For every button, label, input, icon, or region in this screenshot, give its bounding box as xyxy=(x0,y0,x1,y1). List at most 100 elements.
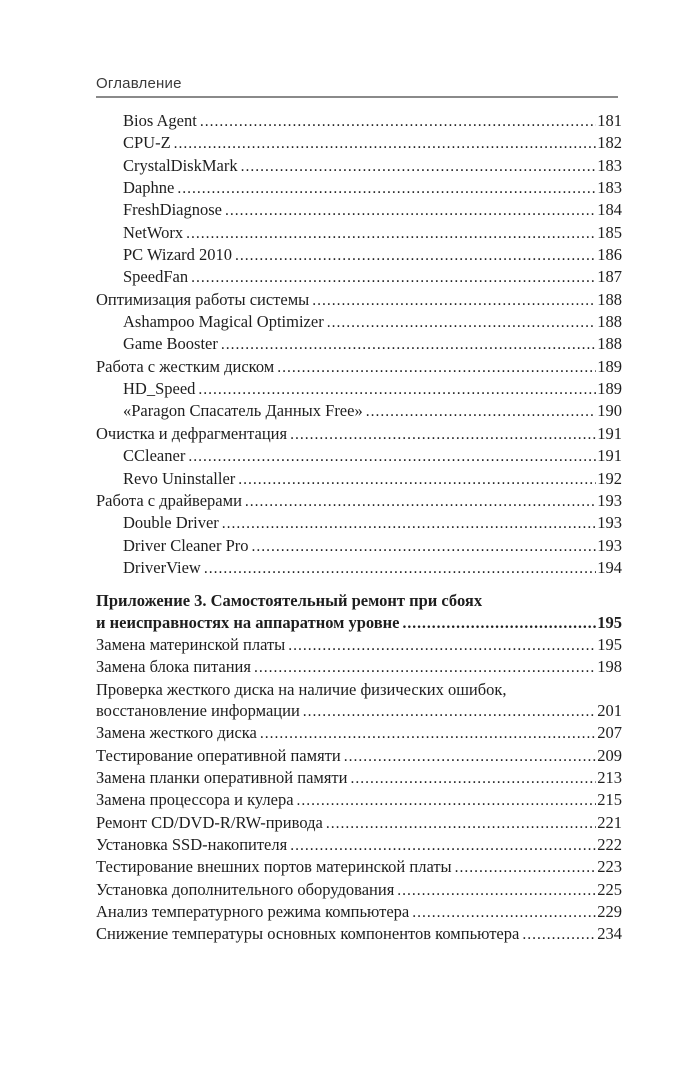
dot-leader xyxy=(287,423,596,445)
dot-leader xyxy=(285,634,596,656)
toc-entry: PC Wizard 2010 186 xyxy=(96,244,622,266)
toc-entry-page: 234 xyxy=(597,924,622,944)
toc-entry: Daphne 183 xyxy=(96,177,622,199)
toc-entry-page: 189 xyxy=(597,356,622,376)
toc-entry-title: Оптимизация работы системы xyxy=(96,289,310,309)
dot-leader xyxy=(235,468,596,490)
dot-leader xyxy=(323,812,596,834)
toc-entry: Оптимизация работы системы 188 xyxy=(96,289,622,311)
dot-leader xyxy=(242,490,596,512)
dot-leader xyxy=(197,110,596,132)
toc-entry-page: 223 xyxy=(597,857,622,877)
toc-entry-page: 207 xyxy=(597,723,622,743)
toc-entry-page: 189 xyxy=(597,379,622,399)
toc-entry-title: Ремонт CD/DVD-R/RW-привода xyxy=(96,812,323,832)
dot-leader xyxy=(274,356,596,378)
toc-entry-page: 215 xyxy=(597,790,622,810)
toc-entry-title: Driver Cleaner Pro xyxy=(123,535,249,555)
toc-entry: HD_Speed 189 xyxy=(96,378,622,400)
toc-entry-title: PC Wizard 2010 xyxy=(123,245,233,265)
dot-leader xyxy=(195,378,596,400)
toc-entry: Очистка и дефрагментация 191 xyxy=(96,423,622,445)
dot-leader xyxy=(232,244,596,266)
toc-entry: Тестирование оперативной памяти 209 xyxy=(96,745,622,767)
toc-entry: Приложение 3. Самостоятельный ремонт при… xyxy=(96,590,622,611)
toc-entry: DriverView 194 xyxy=(96,557,622,579)
dot-leader xyxy=(341,745,597,767)
toc-entry: CPU-Z 182 xyxy=(96,132,622,154)
toc-entry-title: HD_Speed xyxy=(123,379,196,399)
toc-entry: SpeedFan 187 xyxy=(96,266,622,288)
toc-entry-page: 201 xyxy=(597,700,622,720)
toc-entry: CCleaner 191 xyxy=(96,445,622,467)
page-header-title: Оглавление xyxy=(96,75,182,92)
dot-leader xyxy=(171,132,597,154)
toc-entry-page: 213 xyxy=(597,767,622,787)
toc-entry: Анализ температурного режима компьютера … xyxy=(96,901,622,923)
toc-entry: Driver Cleaner Pro 193 xyxy=(96,535,622,557)
toc-entry-title: Установка дополнительного оборудования xyxy=(96,879,395,899)
toc-entry-title: Установка SSD-накопителя xyxy=(96,835,288,854)
dot-leader xyxy=(409,901,596,923)
toc-entry-page: 191 xyxy=(597,446,622,466)
toc-entry-page: 193 xyxy=(597,535,622,555)
toc-entry: Снижение температуры основных компоненто… xyxy=(96,923,622,945)
toc-entry-title: Замена планки оперативной памяти xyxy=(96,767,348,787)
dot-leader xyxy=(219,512,596,534)
dot-leader xyxy=(394,879,596,901)
header-rule-divider xyxy=(96,96,618,98)
toc-entry-title: Game Booster xyxy=(123,334,218,354)
toc-entry: Ремонт CD/DVD-R/RW-привода 221 xyxy=(96,812,622,834)
toc-entry-title: Замена материнской платы xyxy=(96,634,286,654)
dot-leader xyxy=(347,767,596,789)
toc-entry-page: 190 xyxy=(597,401,622,421)
toc-entry-title: Замена блока питания xyxy=(96,657,251,677)
dot-leader xyxy=(251,656,596,678)
toc-entry: Работа с драйверами 193 xyxy=(96,490,622,512)
toc-entry-title: NetWorx xyxy=(123,222,184,242)
toc-entry-title: DriverView xyxy=(123,557,201,577)
toc-entry-page: 222 xyxy=(597,835,622,854)
dot-leader xyxy=(185,445,596,467)
toc-entry: Замена жесткого диска 207 xyxy=(96,722,622,744)
dot-leader xyxy=(400,612,597,634)
toc-entry-title: Приложение 3. Самостоятельный ремонт при… xyxy=(96,591,483,611)
dot-leader xyxy=(249,535,597,557)
toc-entry-page: 194 xyxy=(597,557,622,577)
toc-entry-page: 186 xyxy=(597,245,622,265)
toc-entry: Double Driver 193 xyxy=(96,512,622,534)
toc-entry: FreshDiagnose 184 xyxy=(96,199,622,221)
toc-list: Bios Agent 181 CPU-Z 182 CrystalDiskMark… xyxy=(96,110,622,946)
toc-entry-title: Замена жесткого диска xyxy=(96,723,257,743)
dot-leader xyxy=(257,722,596,744)
dot-leader xyxy=(294,789,597,811)
toc-entry: CrystalDiskMark 183 xyxy=(96,155,622,177)
toc-entry-title: CrystalDiskMark xyxy=(123,155,238,175)
toc-entry-title: Очистка и дефрагментация xyxy=(96,423,288,443)
toc-entry-page: 181 xyxy=(597,111,622,130)
dot-leader xyxy=(238,155,597,177)
toc-entry-page: 185 xyxy=(597,222,622,242)
toc-entry: Bios Agent 181 xyxy=(96,110,622,132)
toc-entry-page: 229 xyxy=(597,902,622,922)
toc-entry-title: «Paragon Спасатель Данных Free» xyxy=(123,401,363,421)
toc-entry: «Paragon Спасатель Данных Free» 190 xyxy=(96,400,622,422)
dot-leader xyxy=(519,923,596,945)
toc-entry-page: 209 xyxy=(597,745,622,765)
dot-leader xyxy=(222,199,596,221)
toc-entry-title: Double Driver xyxy=(123,513,219,533)
toc-entry: Проверка жесткого диска на наличие физич… xyxy=(96,679,622,700)
toc-entry-page: 195 xyxy=(597,612,622,632)
toc-entry-title: Тестирование оперативной памяти xyxy=(96,745,341,765)
toc-entry-title: восстановление информации xyxy=(96,700,300,720)
toc-entry-page: 188 xyxy=(597,312,622,332)
toc-entry: Game Booster 188 xyxy=(96,333,622,355)
toc-entry: Revo Uninstaller 192 xyxy=(96,468,622,490)
toc-entry-title: Проверка жесткого диска на наличие физич… xyxy=(96,679,507,699)
toc-entry-page: 188 xyxy=(597,334,622,354)
toc-entry-page: 193 xyxy=(597,490,622,510)
dot-leader xyxy=(452,856,597,878)
toc-entry-title: Тестирование внешних портов материнской … xyxy=(96,857,452,877)
toc-entry-title: Работа с жестким диском xyxy=(96,356,275,376)
